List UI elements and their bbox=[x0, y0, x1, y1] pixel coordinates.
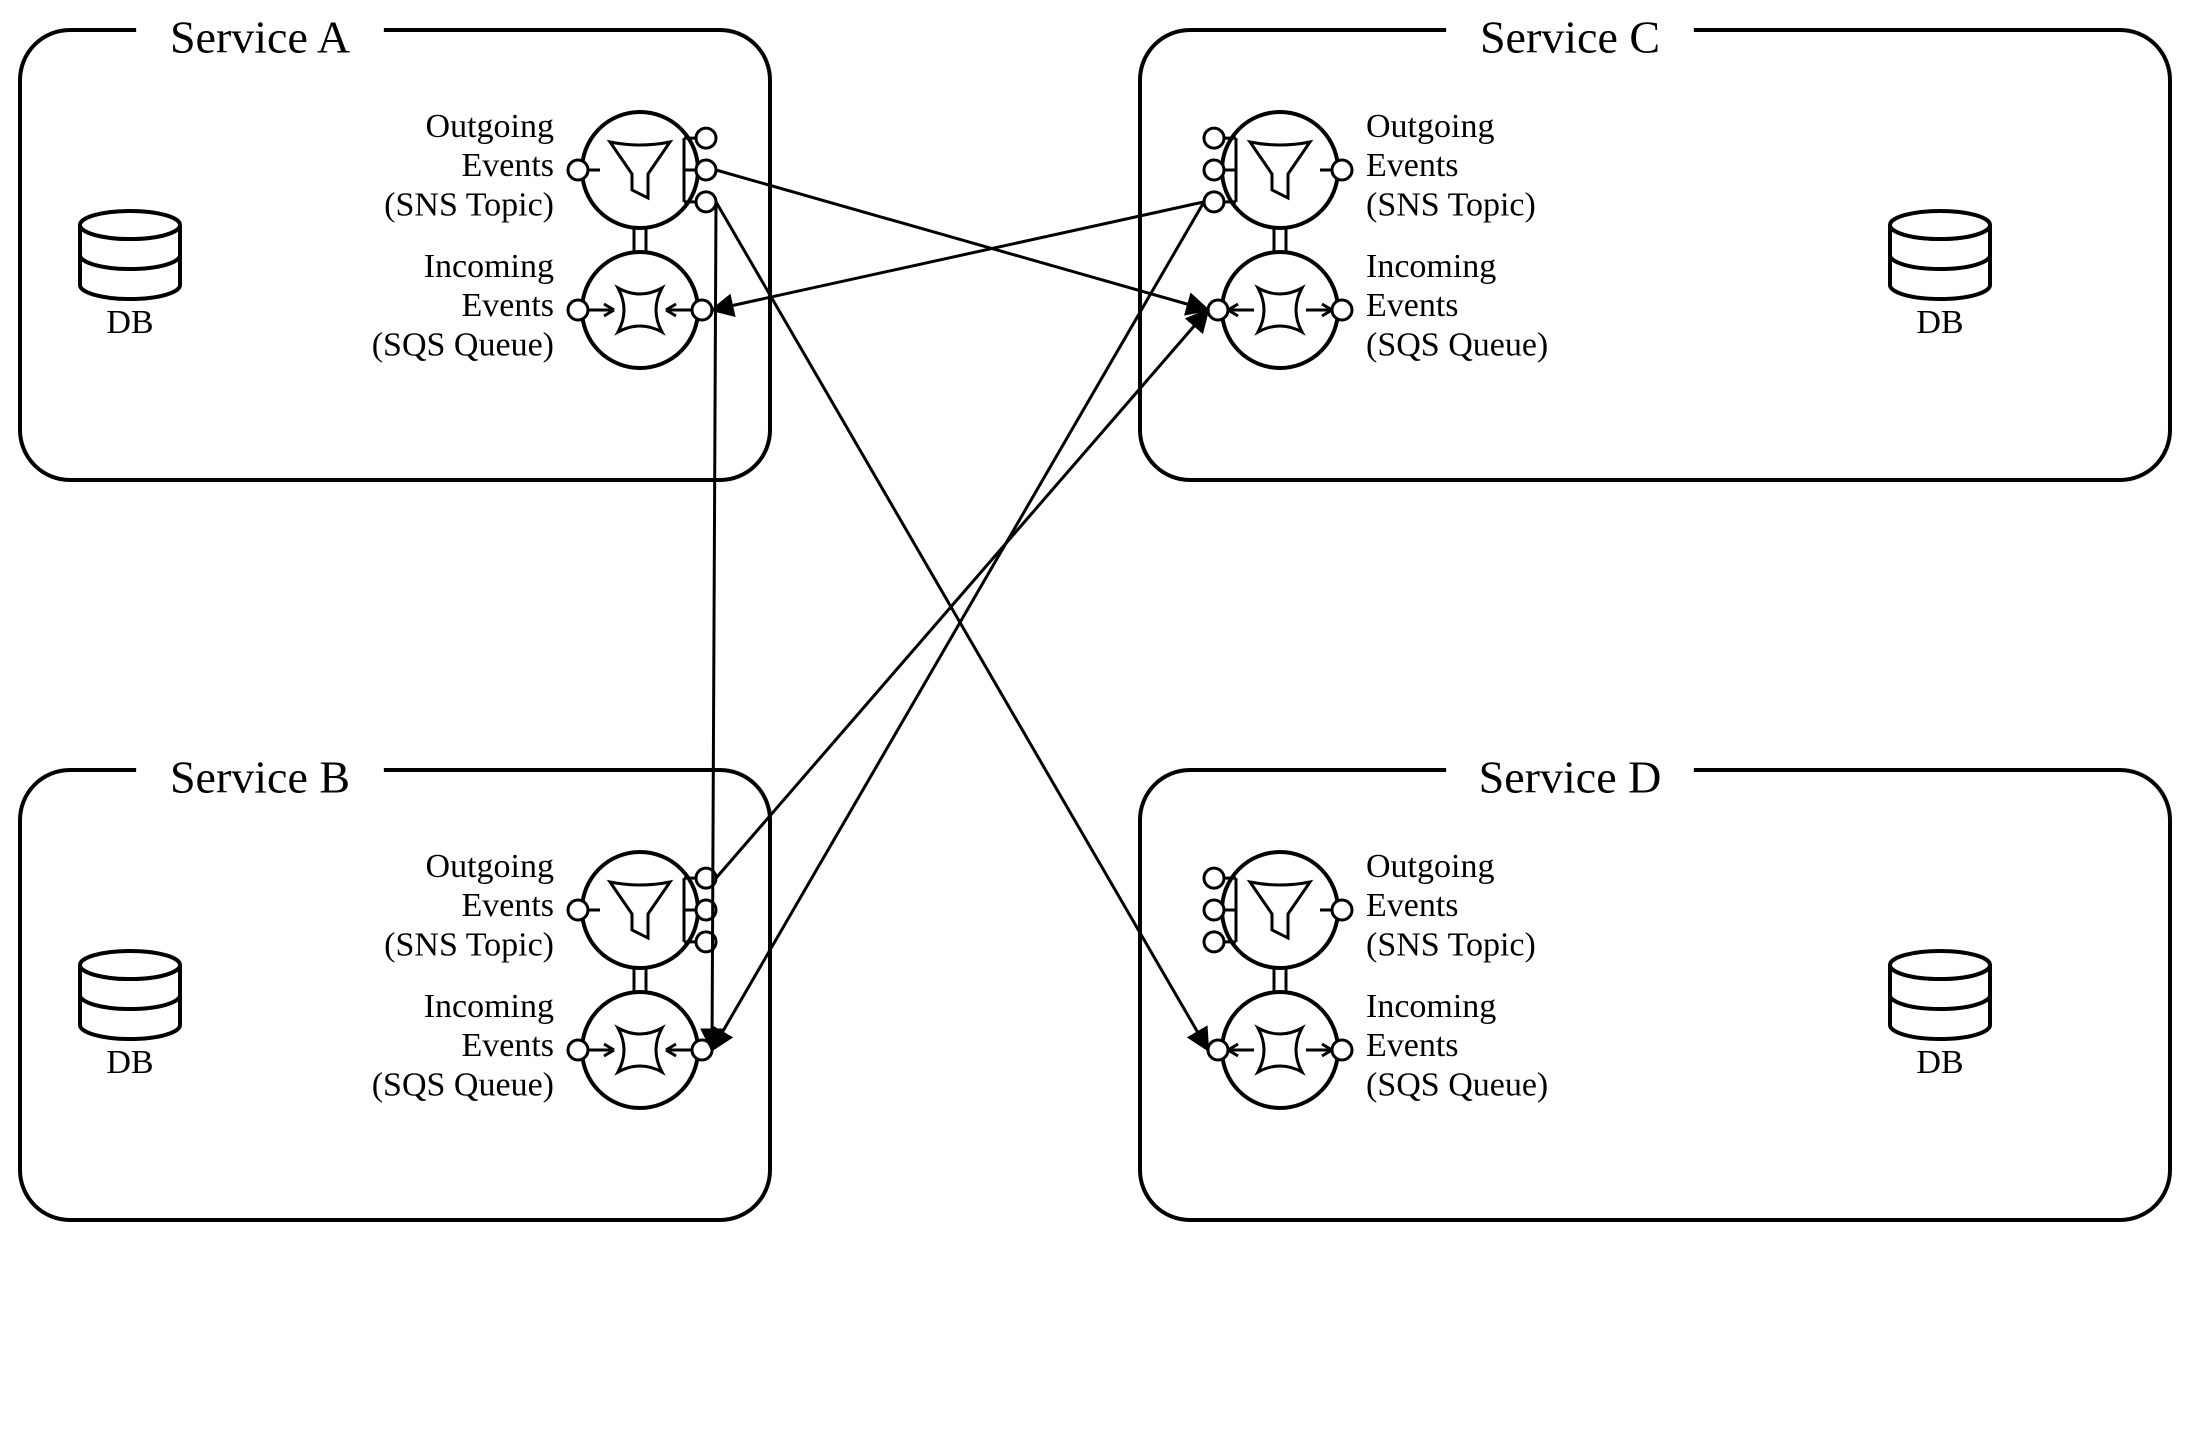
sns-label: (SNS Topic) bbox=[384, 186, 554, 223]
sns-label: (SNS Topic) bbox=[1366, 926, 1536, 963]
edge-C.sns-B.sqs bbox=[712, 202, 1204, 1050]
service-title: Service A bbox=[170, 11, 350, 62]
service-title: Service B bbox=[170, 751, 350, 802]
db-label: DB bbox=[1916, 304, 1963, 341]
sns-label: Outgoing bbox=[426, 848, 554, 885]
service-c: Service CDBOutgoingEvents(SNS Topic)Inco… bbox=[1140, 2, 2170, 480]
sns-label: Outgoing bbox=[1366, 108, 1494, 145]
db-label: DB bbox=[106, 1044, 153, 1081]
architecture-diagram: Service ADBOutgoingEvents(SNS Topic)Inco… bbox=[0, 0, 2193, 1436]
edge-B.sns-C.sqs bbox=[716, 310, 1208, 878]
sqs-label: (SQS Queue) bbox=[1366, 326, 1548, 363]
edge-A.sns-D.sqs bbox=[716, 202, 1208, 1050]
sqs-label: Incoming bbox=[424, 988, 554, 1025]
edge-A.sns-C.sqs bbox=[716, 170, 1208, 310]
db-label: DB bbox=[106, 304, 153, 341]
sqs-label: Events bbox=[1366, 1027, 1459, 1064]
sqs-label: Incoming bbox=[1366, 248, 1496, 285]
sqs-label: (SQS Queue) bbox=[372, 1066, 554, 1103]
sqs-label: Incoming bbox=[424, 248, 554, 285]
sns-label: (SNS Topic) bbox=[1366, 186, 1536, 223]
sns-label: Events bbox=[461, 887, 554, 924]
sns-label: Outgoing bbox=[1366, 848, 1494, 885]
sns-label: Events bbox=[461, 147, 554, 184]
service-d: Service DDBOutgoingEvents(SNS Topic)Inco… bbox=[1140, 742, 2170, 1220]
sqs-label: Events bbox=[461, 1027, 554, 1064]
sns-label: Outgoing bbox=[426, 108, 554, 145]
db-label: DB bbox=[1916, 1044, 1963, 1081]
service-b: Service BDBOutgoingEvents(SNS Topic)Inco… bbox=[20, 742, 770, 1220]
sqs-label: (SQS Queue) bbox=[372, 326, 554, 363]
service-title: Service D bbox=[1479, 751, 1662, 802]
edge-C.sns-A.sqs bbox=[712, 202, 1204, 310]
sqs-label: (SQS Queue) bbox=[1366, 1066, 1548, 1103]
sns-label: Events bbox=[1366, 147, 1459, 184]
sns-label: Events bbox=[1366, 887, 1459, 924]
service-a: Service ADBOutgoingEvents(SNS Topic)Inco… bbox=[20, 2, 770, 480]
service-title: Service C bbox=[1480, 11, 1660, 62]
sqs-label: Incoming bbox=[1366, 988, 1496, 1025]
sqs-label: Events bbox=[1366, 287, 1459, 324]
sns-label: (SNS Topic) bbox=[384, 926, 554, 963]
sqs-label: Events bbox=[461, 287, 554, 324]
